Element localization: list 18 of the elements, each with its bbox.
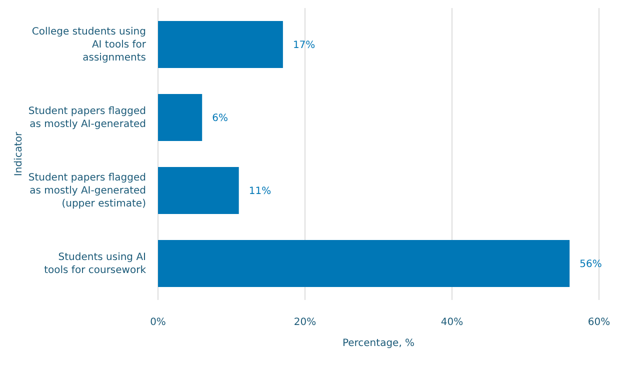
bar bbox=[158, 94, 202, 141]
data-label: 11% bbox=[248, 186, 272, 198]
x-tick-label: 0% bbox=[150, 317, 166, 328]
data-label: 17% bbox=[292, 40, 316, 52]
data-label: 6% bbox=[212, 113, 228, 124]
y-tick-label: Student papers flagged as mostly AI-generated bbox=[28, 106, 146, 130]
x-tick-label: 60% bbox=[588, 317, 610, 328]
bar bbox=[158, 167, 239, 214]
y-axis-title: Indicator bbox=[14, 131, 25, 176]
y-tick-label: Student papers flagged as mostly AI-generated (upper estimate) bbox=[28, 172, 146, 210]
y-tick-label: College students using AI tools for assignments bbox=[32, 26, 147, 64]
y-tick-label: Students using AI tools for coursework bbox=[44, 252, 146, 276]
x-tick-label: 20% bbox=[294, 317, 316, 328]
bar bbox=[158, 240, 570, 287]
x-tick-label: 40% bbox=[440, 317, 464, 328]
data-label: 56% bbox=[580, 259, 602, 270]
bar bbox=[158, 21, 283, 68]
x-axis-title: Percentage, % bbox=[342, 338, 415, 349]
